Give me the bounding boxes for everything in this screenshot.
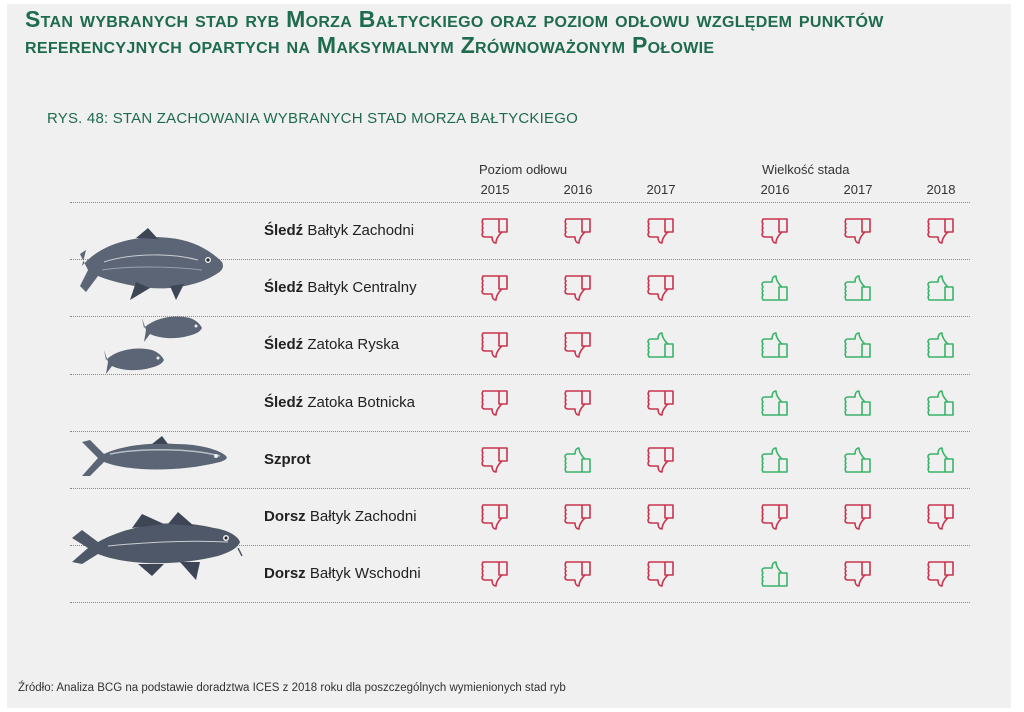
thumbs-down-icon (925, 216, 957, 246)
stock-size-header: Wielkość stada (762, 162, 850, 177)
thumbs-down-icon (842, 502, 874, 532)
species-label: Szprot (264, 451, 311, 468)
thumbs-down-icon (645, 273, 677, 303)
thumbs-down-icon (479, 273, 511, 303)
table-row: Śledź Zatoka Botnicka (0, 374, 1024, 431)
herring-small-illustration (104, 348, 164, 374)
species-label: Dorsz (264, 508, 306, 525)
species-label: Śledź (264, 336, 304, 353)
cod-illustration (72, 512, 243, 580)
row-separator (70, 545, 970, 546)
region-label: Bałtyk Centralny (303, 279, 417, 296)
row-separator (70, 202, 970, 203)
thumbs-up-icon (842, 273, 874, 303)
species-label: Dorsz (264, 565, 306, 582)
table-row: Śledź Bałtyk Zachodni (0, 202, 1024, 259)
thumbs-down-icon (842, 559, 874, 589)
thumbs-up-icon (759, 559, 791, 589)
thumbs-down-icon (562, 502, 594, 532)
thumbs-down-icon (479, 445, 511, 475)
row-separator (70, 316, 970, 317)
thumbs-down-icon (645, 388, 677, 418)
figure-title: RYS. 48: STAN ZACHOWANIA WYBRANYCH STAD … (47, 110, 578, 127)
stock-name: Śledź Bałtyk Zachodni (264, 202, 414, 259)
fishing-level-header: Poziom odłowu (479, 162, 568, 177)
thumbs-up-icon (842, 445, 874, 475)
thumbs-down-icon (925, 502, 957, 532)
thumbs-down-icon (562, 216, 594, 246)
year-stock-3: 2018 (926, 182, 956, 197)
region-label: Bałtyk Zachodni (303, 222, 415, 239)
row-separator (70, 488, 970, 489)
thumbs-down-icon (759, 502, 791, 532)
thumbs-up-icon (842, 330, 874, 360)
year-fishing-3: 2017 (646, 182, 676, 197)
thumbs-up-icon (925, 445, 957, 475)
row-separator (70, 259, 970, 260)
figure-panel (7, 4, 1011, 708)
sprat-illustration (82, 436, 227, 476)
thumbs-down-icon (479, 388, 511, 418)
row-separator (70, 602, 970, 603)
region-label: Zatoka Botnicka (303, 394, 415, 411)
thumbs-up-icon (842, 388, 874, 418)
stock-name: Śledź Zatoka Ryska (264, 316, 399, 373)
year-stock-1: 2016 (760, 182, 790, 197)
region-label: Bałtyk Zachodni (305, 508, 417, 525)
thumbs-up-icon (925, 388, 957, 418)
stock-name: Dorsz Bałtyk Wschodni (264, 545, 421, 602)
thumbs-down-icon (562, 388, 594, 418)
herring-large-illustration (80, 228, 223, 300)
thumbs-down-icon (562, 559, 594, 589)
table-row: Szprot (0, 431, 1024, 488)
year-fishing-1: 2015 (480, 182, 510, 197)
thumbs-up-icon (562, 445, 594, 475)
thumbs-down-icon (759, 216, 791, 246)
thumbs-down-icon (645, 502, 677, 532)
species-label: Śledź (264, 222, 304, 239)
thumbs-up-icon (759, 388, 791, 418)
source-note: Źródło: Analiza BCG na podstawie doradzt… (18, 682, 566, 694)
thumbs-up-icon (925, 273, 957, 303)
stock-name: Śledź Zatoka Botnicka (264, 374, 415, 431)
row-separator (70, 431, 970, 432)
year-stock-2: 2017 (843, 182, 873, 197)
stock-name: Dorsz Bałtyk Zachodni (264, 488, 417, 545)
thumbs-up-icon (925, 330, 957, 360)
region-label: Bałtyk Wschodni (305, 565, 421, 582)
thumbs-down-icon (562, 330, 594, 360)
year-fishing-2: 2016 (563, 182, 593, 197)
thumbs-down-icon (479, 330, 511, 360)
species-label: Śledź (264, 279, 304, 296)
thumbs-down-icon (645, 559, 677, 589)
thumbs-up-icon (759, 445, 791, 475)
thumbs-down-icon (842, 216, 874, 246)
table-row: Dorsz Bałtyk Wschodni (0, 545, 1024, 602)
page-title: Stan wybranych stad ryb Morza Bałtyckieg… (25, 6, 884, 58)
thumbs-down-icon (562, 273, 594, 303)
thumbs-down-icon (479, 216, 511, 246)
thumbs-up-icon (759, 273, 791, 303)
row-separator (70, 374, 970, 375)
thumbs-down-icon (645, 216, 677, 246)
species-label: Śledź (264, 394, 304, 411)
herring-small-illustration (142, 316, 202, 342)
table-row: Śledź Bałtyk Centralny (0, 259, 1024, 316)
thumbs-up-icon (645, 330, 677, 360)
thumbs-down-icon (645, 445, 677, 475)
thumbs-down-icon (925, 559, 957, 589)
thumbs-down-icon (479, 559, 511, 589)
table-row: Dorsz Bałtyk Zachodni (0, 488, 1024, 545)
thumbs-up-icon (759, 330, 791, 360)
stock-name: Śledź Bałtyk Centralny (264, 259, 417, 316)
stock-name: Szprot (264, 431, 311, 488)
thumbs-down-icon (479, 502, 511, 532)
table-row: Śledź Zatoka Ryska (0, 316, 1024, 373)
region-label: Zatoka Ryska (303, 336, 400, 353)
